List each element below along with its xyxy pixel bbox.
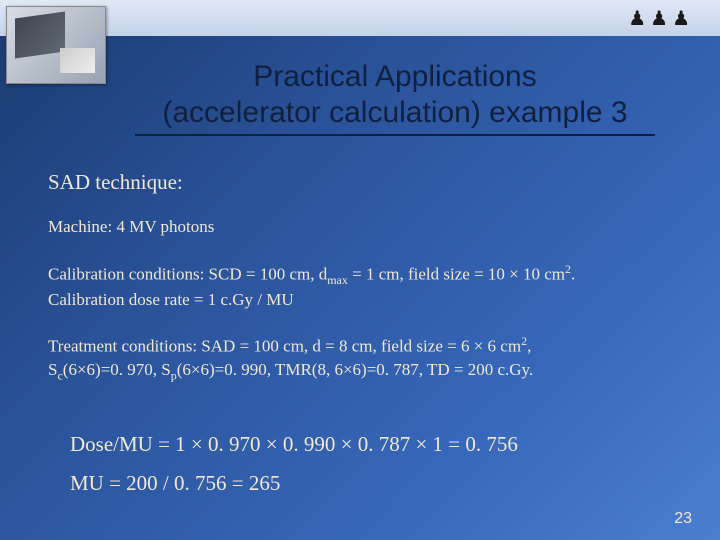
- calculation-area: Dose/MU = 1 × 0. 970 × 0. 990 × 0. 787 ×…: [70, 432, 680, 510]
- chess-pawn-icon: ♟: [628, 6, 646, 31]
- chess-pawn-icon: ♟: [650, 6, 668, 31]
- treatment-mid2: (6×6)=0. 990, TMR(8, 6×6)=0. 787, TD = 2…: [177, 360, 533, 379]
- treatment-mid1: (6×6)=0. 970, S: [63, 360, 171, 379]
- chess-pieces-decoration: ♟ ♟ ♟: [628, 6, 690, 31]
- page-number: 23: [674, 510, 692, 528]
- dose-per-mu-calc: Dose/MU = 1 × 0. 970 × 0. 990 × 0. 787 ×…: [70, 432, 680, 457]
- calibration-conditions: Calibration conditions: SCD = 100 cm, dm…: [48, 261, 680, 311]
- title-area: Practical Applications (accelerator calc…: [110, 60, 680, 136]
- title-line-2: (accelerator calculation) example 3: [110, 96, 680, 130]
- treatment-conditions: Treatment conditions: SAD = 100 cm, d = …: [48, 333, 680, 383]
- treatment-text-2: ,: [527, 337, 531, 356]
- title-underline: [135, 134, 655, 136]
- sad-technique-heading: SAD technique:: [48, 168, 680, 196]
- chess-pawn-icon: ♟: [672, 6, 690, 31]
- title-line-1: Practical Applications: [110, 60, 680, 94]
- top-bar: ♟ ♟ ♟: [0, 0, 720, 36]
- slide-container: ♟ ♟ ♟ Practical Applications (accelerato…: [0, 0, 720, 540]
- treatment-text-1: Treatment conditions: SAD = 100 cm, d = …: [48, 337, 521, 356]
- calibration-text-1: Calibration conditions: SCD = 100 cm, d: [48, 265, 327, 284]
- mu-result-calc: MU = 200 / 0. 756 = 265: [70, 471, 680, 496]
- dmax-subscript: max: [327, 273, 348, 287]
- calibration-text-2: = 1 cm, field size = 10 × 10 cm: [348, 265, 565, 284]
- calibration-dose-rate: Calibration dose rate = 1 c.Gy / MU: [48, 290, 294, 309]
- corner-decorative-image: [6, 6, 106, 84]
- calibration-text-3: .: [571, 265, 575, 284]
- content-area: SAD technique: Machine: 4 MV photons Cal…: [48, 168, 680, 406]
- machine-info: Machine: 4 MV photons: [48, 216, 680, 239]
